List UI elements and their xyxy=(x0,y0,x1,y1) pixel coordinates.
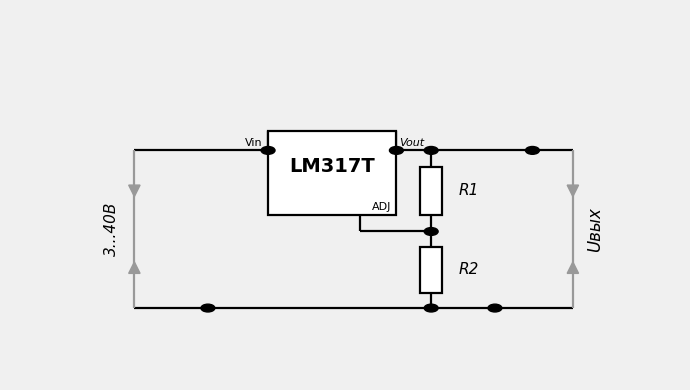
Text: R2: R2 xyxy=(459,262,480,277)
Text: ADJ: ADJ xyxy=(372,202,391,212)
Bar xyxy=(420,167,442,215)
Polygon shape xyxy=(129,185,140,197)
Circle shape xyxy=(424,304,438,312)
Circle shape xyxy=(424,147,438,154)
Circle shape xyxy=(261,147,275,154)
Polygon shape xyxy=(567,185,578,197)
Text: Vout: Vout xyxy=(399,138,424,148)
Circle shape xyxy=(201,304,215,312)
Circle shape xyxy=(526,147,540,154)
Circle shape xyxy=(389,147,404,154)
Text: R1: R1 xyxy=(459,183,480,199)
Text: Vin: Vin xyxy=(245,138,263,148)
Text: Uвых: Uвых xyxy=(586,207,604,252)
Text: LM317T: LM317T xyxy=(289,158,375,176)
Bar xyxy=(268,131,396,215)
Polygon shape xyxy=(567,262,578,273)
Bar xyxy=(420,247,442,293)
Polygon shape xyxy=(129,262,140,273)
Text: 3...40В: 3...40В xyxy=(104,202,119,256)
Circle shape xyxy=(488,304,502,312)
Circle shape xyxy=(424,228,438,236)
